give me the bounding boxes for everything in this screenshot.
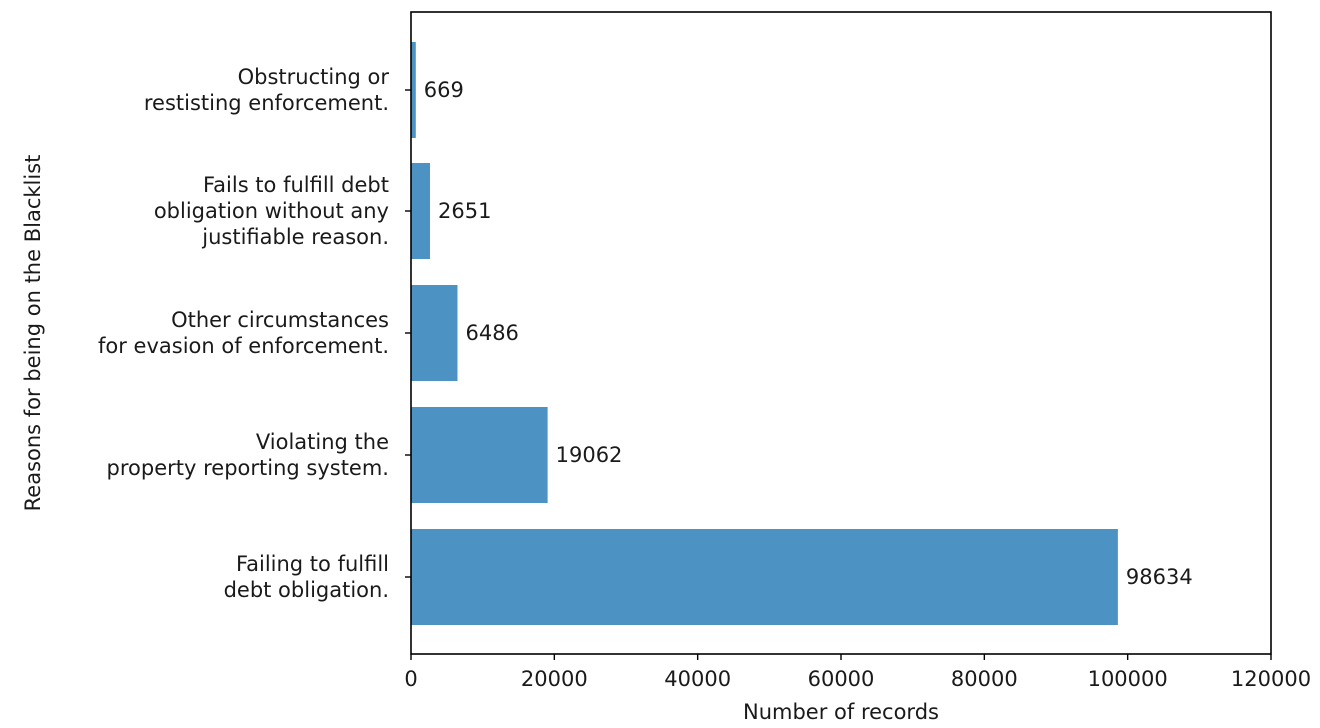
y-tick-label: Obstructing or restisting enforcement. (144, 65, 390, 115)
y-tick-label-line: Failing to fulfill (236, 552, 389, 576)
y-tick-label-line: Violating the (256, 430, 389, 454)
data-label: 6486 (465, 321, 518, 345)
x-tick-label: 20000 (521, 667, 588, 691)
y-tick-label-line: obligation without any (154, 199, 389, 223)
y-tick-label-line: property reporting system. (107, 456, 389, 480)
bar (411, 163, 430, 259)
bar (411, 42, 416, 138)
x-tick-label: 120000 (1231, 667, 1311, 691)
y-tick-label: Other circumstances for evasion of enforc… (98, 308, 389, 358)
x-tick-label: 100000 (1088, 667, 1168, 691)
y-tick-label-line: Fails to fulfill debt (203, 173, 389, 197)
x-tick-label: 0 (404, 667, 417, 691)
data-labels-layer: 98634 19062 6486 2651 669 (424, 78, 1193, 589)
y-tick-label: Fails to fulfill debt obligation without … (154, 173, 389, 249)
bar (411, 407, 548, 503)
bars-layer (411, 42, 1118, 625)
y-tick-label: Failing to fulfill debt obligation. (224, 552, 389, 602)
x-tick-label: 40000 (664, 667, 731, 691)
y-tick-label-line: Obstructing or (238, 65, 390, 89)
y-tick-labels-layer: Failing to fulfill debt obligation. Violat… (98, 65, 411, 602)
data-label: 669 (424, 78, 464, 102)
y-tick-label-line: justifiable reason. (201, 225, 389, 249)
y-tick-label-line: for evasion of enforcement. (98, 334, 389, 358)
plot-area-frame (410, 11, 1272, 655)
y-tick-label-line: restisting enforcement. (144, 91, 389, 115)
data-label: 2651 (438, 199, 491, 223)
y-tick-label-line: debt obligation. (224, 578, 389, 602)
x-axis-label: Number of records (743, 700, 939, 724)
bar (411, 529, 1118, 625)
x-tick-label: 80000 (951, 667, 1018, 691)
data-label: 98634 (1126, 565, 1193, 589)
y-tick-label: Violating the property reporting system. (107, 430, 389, 480)
y-axis-label: Reasons for being on the Blacklist (21, 155, 45, 512)
bar (411, 285, 458, 381)
x-tick-labels-layer: 0 20000 40000 60000 80000 100000 120000 (404, 654, 1311, 691)
y-tick-label-line: Other circumstances (171, 308, 389, 332)
data-label: 19062 (556, 443, 623, 467)
x-tick-label: 60000 (808, 667, 875, 691)
